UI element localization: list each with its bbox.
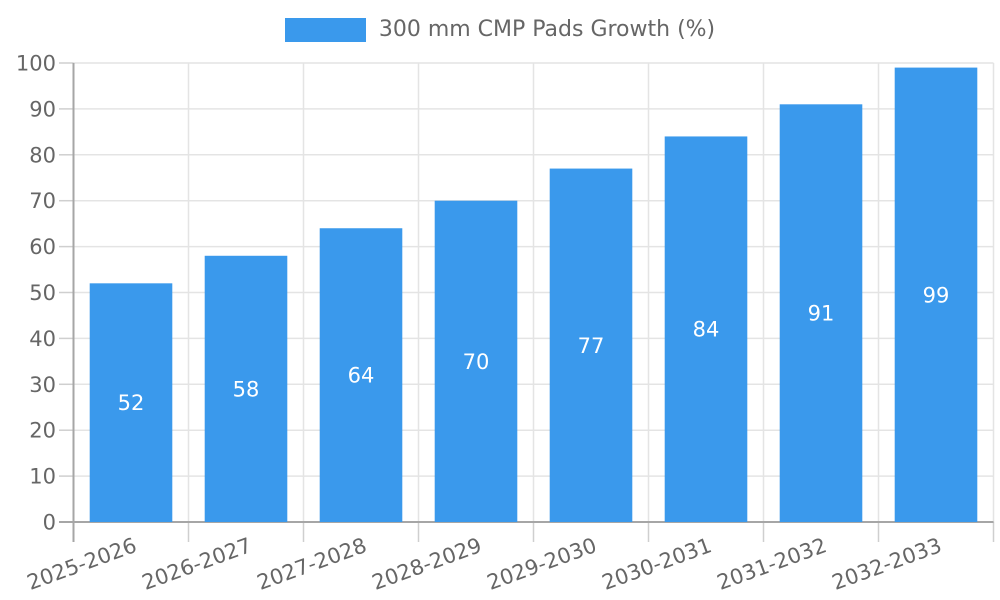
y-axis-tick-label: 80 bbox=[29, 143, 56, 167]
y-axis-tick-label: 100 bbox=[16, 52, 56, 76]
y-axis-tick-label: 50 bbox=[29, 281, 56, 305]
y-axis-tick-label: 20 bbox=[29, 419, 56, 443]
y-axis-tick-label: 30 bbox=[29, 373, 56, 397]
x-axis-tick-label: 2026-2027 bbox=[139, 533, 255, 595]
bar[interactable] bbox=[779, 104, 863, 522]
x-axis-tick-label: 2028-2029 bbox=[369, 533, 485, 595]
legend-swatch-icon bbox=[284, 17, 366, 42]
x-axis-tick-label: 2027-2028 bbox=[254, 533, 370, 595]
y-axis-tick-label: 0 bbox=[43, 511, 56, 535]
y-axis-tick-label: 90 bbox=[29, 97, 56, 121]
x-axis-tick-label: 2030-2031 bbox=[599, 533, 715, 595]
y-axis-tick-label: 10 bbox=[29, 465, 56, 489]
y-axis-tick-label: 60 bbox=[29, 235, 56, 259]
x-axis-tick-label: 2031-2032 bbox=[714, 533, 830, 595]
bar-value-label: 58 bbox=[233, 377, 260, 401]
legend-item[interactable]: 300 mm CMP Pads Growth (%) bbox=[0, 17, 1000, 42]
bar[interactable] bbox=[434, 200, 518, 522]
legend-label: 300 mm CMP Pads Growth (%) bbox=[378, 17, 716, 42]
bar-value-label: 70 bbox=[463, 350, 490, 374]
bar[interactable] bbox=[204, 255, 288, 522]
bar[interactable] bbox=[894, 67, 978, 522]
bar-value-label: 77 bbox=[578, 334, 605, 358]
bar[interactable] bbox=[549, 168, 633, 522]
bar-value-label: 91 bbox=[808, 302, 835, 326]
bar[interactable] bbox=[319, 228, 403, 523]
y-axis-tick-label: 70 bbox=[29, 189, 56, 213]
bar-value-label: 64 bbox=[348, 364, 375, 388]
bar[interactable] bbox=[664, 136, 748, 522]
bar[interactable] bbox=[89, 283, 173, 522]
y-axis-tick-label: 40 bbox=[29, 327, 56, 351]
bar-value-label: 52 bbox=[118, 391, 145, 415]
bar-value-label: 84 bbox=[693, 318, 720, 342]
x-axis-tick-label: 2032-2033 bbox=[829, 533, 945, 595]
x-axis-tick-label: 2029-2030 bbox=[484, 533, 600, 595]
x-axis-tick-label: 2025-2026 bbox=[24, 533, 140, 595]
bar-value-label: 99 bbox=[923, 283, 950, 307]
